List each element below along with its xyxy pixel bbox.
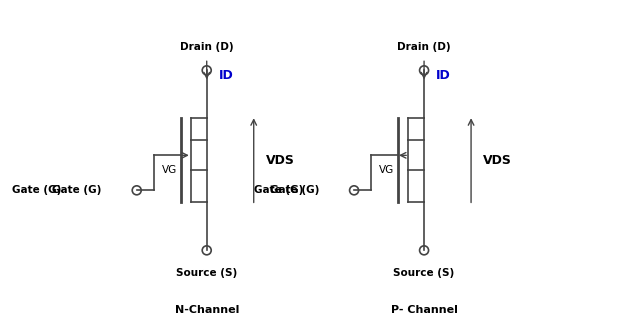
Text: Gate (G): Gate (G) (254, 185, 303, 195)
Text: Gate (G): Gate (G) (270, 185, 319, 195)
Text: Source (S): Source (S) (394, 268, 455, 278)
Text: Drain (D): Drain (D) (397, 42, 451, 52)
Text: N-Channel: N-Channel (175, 305, 239, 315)
Text: VG: VG (379, 165, 394, 175)
Text: Gate (G): Gate (G) (12, 185, 61, 195)
Text: ID: ID (436, 69, 451, 82)
Text: VDS: VDS (483, 154, 512, 167)
Text: Drain (D): Drain (D) (180, 42, 233, 52)
Text: ID: ID (219, 69, 233, 82)
Text: P- Channel: P- Channel (391, 305, 458, 315)
Text: Gate (G): Gate (G) (52, 185, 102, 195)
Text: VG: VG (161, 165, 177, 175)
Text: Source (S): Source (S) (176, 268, 237, 278)
Text: VDS: VDS (266, 154, 294, 167)
